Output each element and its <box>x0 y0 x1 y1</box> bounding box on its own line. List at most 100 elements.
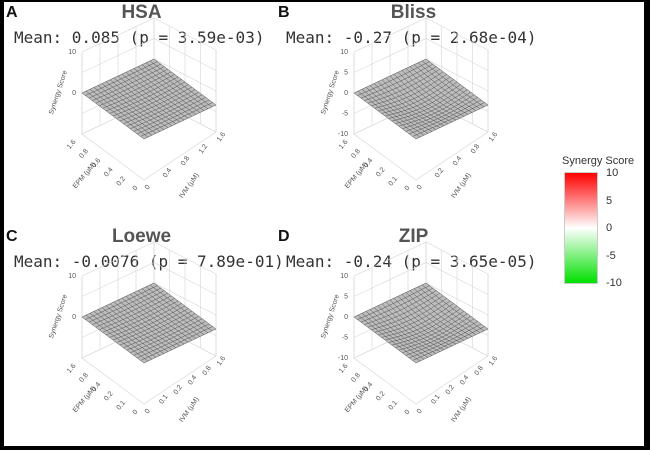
z-axis-label: Synergy Score <box>48 294 69 340</box>
z-tick-label: 10 <box>340 49 348 56</box>
mesh-line <box>421 284 485 332</box>
z-ticks: 10 0 <box>68 49 76 97</box>
panel-hsa: A HSA Mean: 0.085 (p = 3.59e-03) 10 0 Syne… <box>4 2 279 224</box>
mesh-line <box>413 288 477 335</box>
y-tick-label: 0.1 <box>116 400 128 412</box>
x-ticks: 0 0.4 0.8 1.2 1.6 <box>144 131 227 191</box>
mesh-line <box>140 326 213 361</box>
legend-tick: -5 <box>606 250 616 262</box>
panel-letter: C <box>6 228 18 245</box>
x-tick-label: 0.2 <box>434 167 445 179</box>
panel-mean-text: Mean: 0.085 (p = 3.59e-03) <box>14 28 265 47</box>
z-axis-label: Synergy Score <box>320 294 341 340</box>
y-tick-label: 0.2 <box>116 176 128 188</box>
y-tick-label: 1.6 <box>66 139 78 151</box>
panel-title: ZIP <box>398 226 429 247</box>
z-tick-label: 10 <box>340 273 348 280</box>
panel-title: Bliss <box>390 2 437 23</box>
y-tick-label: 0.6 <box>91 157 103 169</box>
x-axis-label: IVM (µM) <box>178 172 200 200</box>
y-ticks: 1.60.80.40.20.1 0 <box>338 139 412 193</box>
panel-zip: D ZIP Mean: -0.24 (p = 3.65e-05) 10 5 0 -5 -… <box>276 226 551 446</box>
y-tick-label: 0 <box>132 409 140 417</box>
y-axis-label: EPM (µM) <box>344 161 370 190</box>
x-tick-label: 0.4 <box>162 167 173 179</box>
z-axis-label: Synergy Score <box>48 70 69 116</box>
x-tick-label: 0.4 <box>187 374 198 386</box>
y-tick-label: 0.4 <box>363 381 375 393</box>
mesh-line <box>137 323 210 359</box>
z-tick-label: 0 <box>72 90 76 97</box>
z-tick-label: 0 <box>344 90 348 97</box>
panel-mean-text: Mean: -0.0076 (p = 7.89e-01) <box>14 252 284 271</box>
mesh-line <box>140 102 213 137</box>
z-tick-label: 0 <box>344 314 348 321</box>
mesh-line <box>141 64 205 111</box>
y-tick-label: 1.6 <box>66 363 78 375</box>
z-tick-label: 5 <box>344 70 348 77</box>
legend-tick: 0 <box>606 222 613 234</box>
x-tick-label: 0 <box>416 408 424 415</box>
x-axis-label: IVM (µM) <box>178 396 200 424</box>
z-axis-label: Synergy Score <box>320 70 341 116</box>
mesh-line <box>415 328 489 364</box>
mesh-line <box>153 282 217 330</box>
y-tick-label: 0.1 <box>388 176 400 188</box>
legend-title: Synergy Score <box>562 155 635 167</box>
legend-tick: 5 <box>606 195 613 207</box>
mesh-line <box>417 62 481 109</box>
panel-letter: B <box>278 4 290 21</box>
z-tick-label: 5 <box>344 294 348 301</box>
y-tick-label: 1.6 <box>338 363 350 375</box>
surface-mesh <box>353 58 489 140</box>
mesh-line <box>409 323 482 359</box>
mesh-line <box>412 326 485 361</box>
figure: A HSA Mean: 0.085 (p = 3.59e-03) 10 0 Syne… <box>4 2 644 446</box>
z-tick-label: -5 <box>342 111 348 118</box>
z-tick-label: 10 <box>68 273 76 280</box>
y-tick-label: 0.4 <box>91 381 103 393</box>
x-tick-label: 0.4 <box>459 374 470 386</box>
mesh-line <box>409 99 482 135</box>
mesh-line <box>149 284 213 332</box>
y-tick-label: 0.2 <box>375 390 387 402</box>
mesh-line <box>153 58 217 106</box>
wall-gridline <box>353 38 489 73</box>
mesh-line <box>141 288 205 335</box>
x-tick-label: 1.6 <box>488 131 499 143</box>
y-tick-label: 0.8 <box>78 372 90 384</box>
z-tick-label: -5 <box>342 335 348 342</box>
wall-gridline <box>353 262 489 297</box>
mesh-line <box>143 328 217 364</box>
z-tick-label: 0 <box>72 314 76 321</box>
legend-colorbar <box>564 172 598 284</box>
x-tick-label: 0 <box>144 184 152 191</box>
mesh-line <box>137 99 210 135</box>
mesh-line <box>421 60 485 108</box>
y-tick-label: 0.1 <box>388 400 400 412</box>
y-axis-label: EPM (µM) <box>72 385 98 414</box>
x-tick-label: 0 <box>416 184 424 191</box>
y-ticks: 1.60.80.60.40.2 0 <box>66 139 140 193</box>
x-tick-label: 0.1 <box>158 393 169 405</box>
mesh-line <box>425 282 489 330</box>
y-ticks: 1.60.80.40.20.1 0 <box>66 363 140 417</box>
mesh-line <box>412 102 485 137</box>
x-tick-label: 0 <box>144 408 152 415</box>
x-ticks: 0 0.2 0.4 0.8 1.6 <box>416 131 499 191</box>
z-ticks: 10 0 <box>68 273 76 321</box>
x-ticks: 0 0.1 0.20.4 0.81.6 <box>416 355 499 415</box>
x-tick-label: 0.2 <box>173 384 184 396</box>
panel-loewe: C Loewe Mean: -0.0076 (p = 7.89e-01) 10 0… <box>4 226 284 446</box>
z-ticks: 10 5 0 -5 -10 <box>338 273 348 362</box>
legend-tick: 10 <box>606 167 619 179</box>
panel-mean-text: Mean: -0.24 (p = 3.65e-05) <box>286 252 537 271</box>
x-tick-label: 0.8 <box>202 365 213 377</box>
y-ticks: 1.60.80.40.20.1 0 <box>338 363 412 417</box>
surface-mesh <box>353 282 489 364</box>
y-tick-label: 0.4 <box>103 166 115 178</box>
panel-title: Loewe <box>111 226 172 247</box>
x-ticks: 0 0.1 0.20.4 0.81.6 <box>144 355 227 415</box>
y-axis-label: EPM (µM) <box>344 385 370 414</box>
